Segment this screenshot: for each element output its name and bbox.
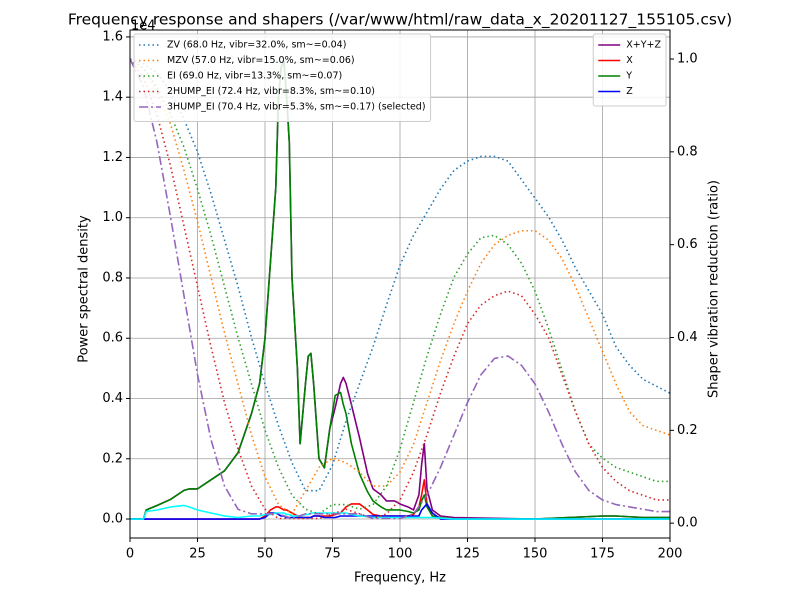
series-line [130, 58, 670, 515]
legend-box [592, 33, 667, 107]
x-tick-label: 75 [324, 547, 341, 562]
series-line [130, 60, 670, 520]
series-line [130, 58, 670, 520]
x-tick-label: 0 [126, 547, 134, 562]
y-tick-label: 0.0 [102, 512, 123, 527]
y-tick-label: 0.6 [102, 331, 123, 346]
chart-title: Frequency response and shapers (/var/www… [68, 11, 732, 30]
y2-tick-label: 0.0 [677, 516, 698, 531]
y-tick-label: 1.0 [102, 210, 123, 225]
legend-label: X+Y+Z [626, 40, 661, 51]
x-axis-label: Frequency, Hz [354, 571, 446, 586]
legend-label: 3HUMP_EI (70.4 Hz, vibr=5.3%, sm~=0.17) … [167, 102, 426, 113]
series-line [130, 58, 670, 520]
legend-label: 2HUMP_EI (72.4 Hz, vibr=8.3%, sm~=0.10) [167, 86, 375, 97]
x-tick-label: 125 [455, 547, 480, 562]
legend-label: EI (69.0 Hz, vibr=13.3%, sm~=0.07) [167, 71, 342, 82]
y2-tick-label: 0.2 [677, 423, 698, 438]
y2-axis-label: Shaper vibration reduction (ratio) [707, 180, 722, 398]
plot-area [130, 58, 670, 520]
y2-tick-label: 0.4 [677, 330, 698, 345]
y-tick-label: 1.2 [102, 150, 123, 165]
y2-tick-label: 0.6 [677, 237, 698, 252]
y-tick-label: 0.4 [102, 391, 123, 406]
legend-label: Y [625, 71, 632, 82]
legend-box [133, 33, 432, 122]
y-tick-label: 0.8 [102, 270, 123, 285]
x-tick-label: 100 [388, 547, 413, 562]
legend-label: Z [626, 86, 633, 97]
x-tick-label: 175 [590, 547, 615, 562]
y-tick-label: 0.2 [102, 451, 123, 466]
x-tick-label: 200 [658, 547, 683, 562]
legend-label: MZV (57.0 Hz, vibr=15.0%, sm~=0.06) [167, 55, 355, 66]
x-tick-label: 50 [257, 547, 274, 562]
y-offset-label: 1e4 [131, 19, 156, 34]
legend-label: ZV (68.0 Hz, vibr=32.0%, sm~=0.04) [167, 40, 346, 51]
series-line [130, 503, 670, 520]
y-tick-label: 1.4 [102, 90, 123, 105]
legend-label: X [626, 55, 633, 66]
legend: X+Y+Z XYZ [592, 33, 667, 107]
y2-tick-label: 0.8 [677, 144, 698, 159]
y2-tick-label: 1.0 [677, 52, 698, 67]
legend: ZV (68.0 Hz, vibr=32.0%, sm~=0.04) MZV (5… [133, 33, 432, 122]
x-tick-label: 150 [523, 547, 548, 562]
plot-frame [129, 29, 671, 539]
series-line [130, 58, 670, 492]
x-tick-label: 25 [189, 547, 206, 562]
y-tick-label: 1.6 [102, 29, 123, 44]
y-axis-label: Power spectral density [77, 215, 92, 363]
